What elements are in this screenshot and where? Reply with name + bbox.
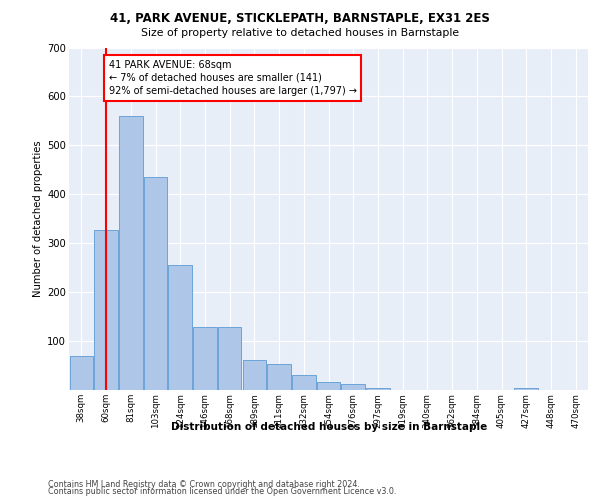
Bar	[169, 265, 192, 390]
Text: Contains public sector information licensed under the Open Government Licence v3: Contains public sector information licen…	[48, 488, 397, 496]
Bar	[317, 382, 340, 390]
Text: Distribution of detached houses by size in Barnstaple: Distribution of detached houses by size …	[170, 422, 487, 432]
Bar	[218, 328, 241, 390]
Bar	[514, 388, 538, 390]
Bar	[94, 230, 118, 390]
Bar	[144, 177, 167, 390]
Bar	[70, 356, 93, 390]
Bar	[366, 388, 389, 390]
Bar	[193, 328, 217, 390]
Bar	[268, 364, 291, 390]
Y-axis label: Number of detached properties: Number of detached properties	[33, 140, 43, 297]
Bar	[119, 116, 143, 390]
Bar	[292, 376, 316, 390]
Text: Size of property relative to detached houses in Barnstaple: Size of property relative to detached ho…	[141, 28, 459, 38]
Text: 41 PARK AVENUE: 68sqm
← 7% of detached houses are smaller (141)
92% of semi-deta: 41 PARK AVENUE: 68sqm ← 7% of detached h…	[109, 60, 356, 96]
Bar	[242, 360, 266, 390]
Text: 41, PARK AVENUE, STICKLEPATH, BARNSTAPLE, EX31 2ES: 41, PARK AVENUE, STICKLEPATH, BARNSTAPLE…	[110, 12, 490, 26]
Bar	[341, 384, 365, 390]
Text: Contains HM Land Registry data © Crown copyright and database right 2024.: Contains HM Land Registry data © Crown c…	[48, 480, 360, 489]
